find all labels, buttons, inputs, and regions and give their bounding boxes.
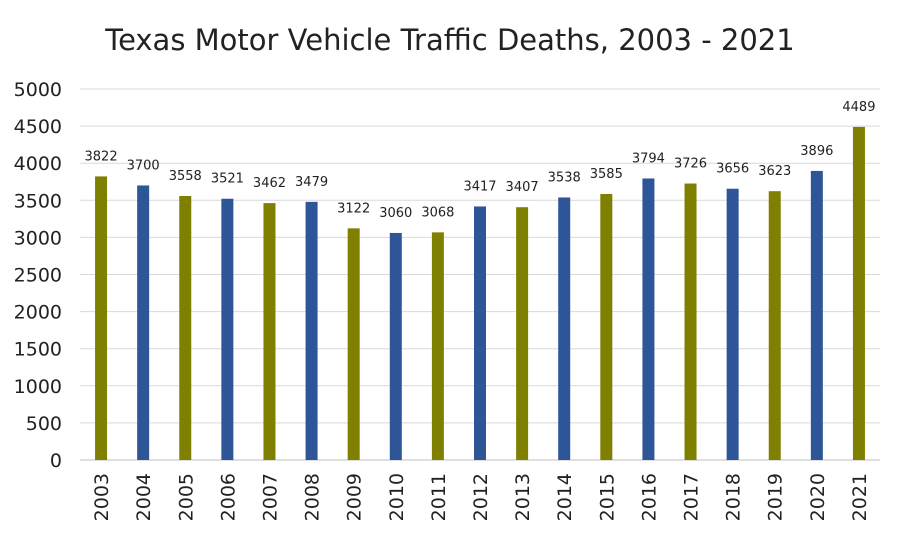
bar-2003 bbox=[95, 176, 108, 460]
bar-2018 bbox=[726, 188, 739, 460]
bar-2010 bbox=[389, 232, 402, 460]
y-tick-label: 3500 bbox=[14, 190, 62, 212]
data-label-2008: 3479 bbox=[295, 175, 328, 190]
x-tick-label-2008: 2008 bbox=[302, 473, 324, 521]
x-tick-label-2005: 2005 bbox=[175, 473, 197, 521]
data-label-2013: 3407 bbox=[506, 180, 539, 195]
data-label-2021: 4489 bbox=[842, 100, 875, 115]
x-tick-label-2009: 2009 bbox=[344, 473, 366, 521]
x-tick-label-2014: 2014 bbox=[554, 473, 576, 521]
bar-2012 bbox=[474, 206, 486, 460]
bar-2007 bbox=[263, 203, 276, 460]
bar-2015 bbox=[600, 193, 613, 461]
x-tick-label-2021: 2021 bbox=[849, 473, 871, 521]
bar-2019 bbox=[768, 191, 781, 460]
bar-2021 bbox=[852, 126, 865, 460]
x-tick-label-2017: 2017 bbox=[681, 473, 703, 521]
data-label-2018: 3656 bbox=[716, 162, 749, 177]
bars bbox=[95, 126, 865, 461]
data-label-2014: 3538 bbox=[548, 170, 581, 185]
x-tick-label-2003: 2003 bbox=[91, 473, 113, 521]
data-label-2020: 3896 bbox=[800, 144, 833, 159]
x-tick-label-2018: 2018 bbox=[723, 473, 745, 521]
data-label-2005: 3558 bbox=[169, 169, 202, 184]
data-label-2009: 3122 bbox=[337, 201, 370, 216]
bar-2013 bbox=[516, 207, 529, 460]
x-tick-label-2013: 2013 bbox=[512, 473, 534, 521]
y-tick-label: 0 bbox=[50, 450, 62, 472]
bar-2017 bbox=[684, 183, 697, 460]
data-label-2004: 3700 bbox=[127, 158, 160, 173]
bar-2008 bbox=[305, 201, 318, 460]
data-label-2011: 3068 bbox=[421, 205, 454, 220]
data-label-2006: 3521 bbox=[211, 172, 244, 187]
x-tick-label-2011: 2011 bbox=[428, 473, 450, 521]
data-label-2010: 3060 bbox=[379, 206, 412, 221]
y-tick-label: 1000 bbox=[14, 376, 62, 398]
y-tick-label: 500 bbox=[26, 413, 62, 435]
x-tick-label-2016: 2016 bbox=[638, 473, 660, 521]
x-tick-label-2007: 2007 bbox=[259, 473, 281, 521]
bar-2016 bbox=[642, 178, 655, 460]
y-tick-label: 5000 bbox=[14, 79, 62, 101]
chart-title: Texas Motor Vehicle Traffic Deaths, 2003… bbox=[104, 23, 794, 57]
y-tick-label: 2000 bbox=[14, 302, 62, 324]
y-tick-label: 4500 bbox=[14, 116, 62, 138]
bar-2004 bbox=[137, 185, 150, 460]
data-label-2003: 3822 bbox=[85, 149, 118, 164]
x-tick-label-2010: 2010 bbox=[386, 473, 408, 521]
data-labels: 3822 3700 3558 3521 3462 3479 3122 3060 3068 3417… bbox=[85, 100, 876, 221]
data-label-2015: 3585 bbox=[590, 167, 623, 182]
data-label-2019: 3623 bbox=[758, 164, 791, 179]
bar-2006 bbox=[221, 198, 234, 460]
x-axis-ticks: 2003 2004 2005 2006 2007 2008 2009 2010 2011 2012… bbox=[91, 473, 871, 521]
x-tick-label-2019: 2019 bbox=[765, 473, 787, 521]
x-tick-label-2004: 2004 bbox=[133, 473, 155, 521]
x-tick-label-2020: 2020 bbox=[807, 473, 829, 521]
y-tick-label: 4000 bbox=[14, 153, 62, 175]
bar-2011 bbox=[431, 232, 444, 460]
x-tick-label-2015: 2015 bbox=[596, 473, 618, 521]
bar-2020 bbox=[810, 170, 823, 460]
data-label-2017: 3726 bbox=[674, 157, 707, 172]
x-tick-label-2006: 2006 bbox=[217, 473, 239, 521]
data-label-2016: 3794 bbox=[632, 151, 665, 166]
bar-2009 bbox=[347, 228, 360, 460]
x-tick-label-2012: 2012 bbox=[470, 473, 492, 521]
bar-2005 bbox=[179, 195, 192, 460]
y-tick-label: 2500 bbox=[14, 265, 62, 287]
y-tick-label: 3000 bbox=[14, 227, 62, 249]
bar-2014 bbox=[558, 197, 571, 460]
data-label-2012: 3417 bbox=[463, 179, 496, 194]
y-tick-label: 1500 bbox=[14, 339, 62, 361]
data-label-2007: 3462 bbox=[253, 176, 286, 191]
y-axis-ticks: 0 500 1000 1500 2000 2500 3000 3500 4000 4500 5000 bbox=[14, 79, 62, 472]
